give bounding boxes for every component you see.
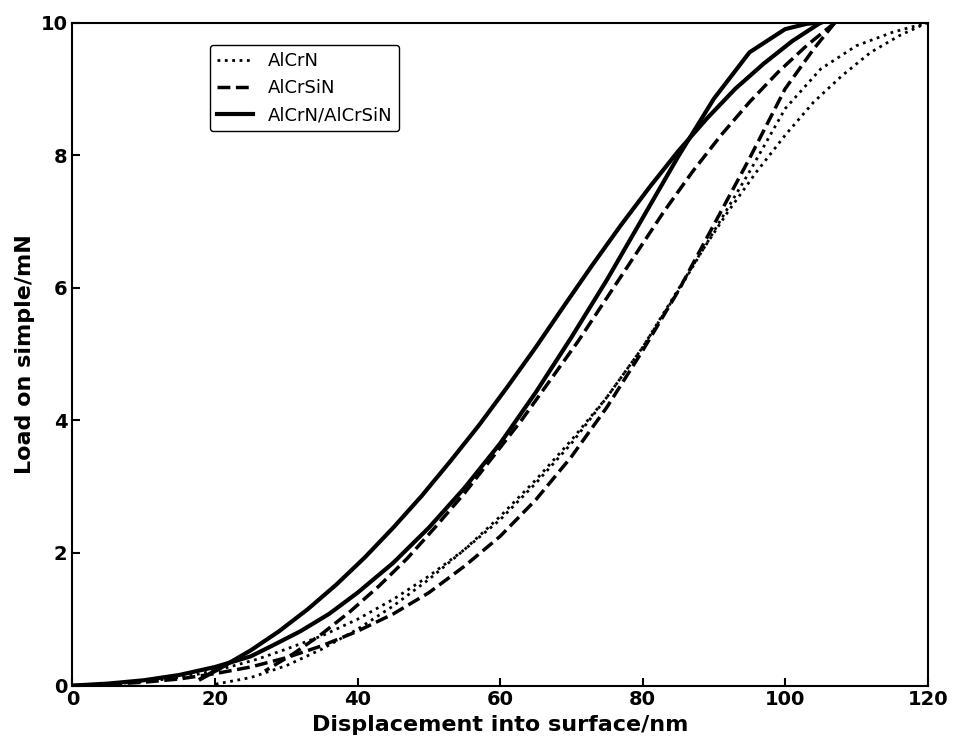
Y-axis label: Load on simple/mN: Load on simple/mN xyxy=(15,234,35,474)
Legend: AlCrN, AlCrSiN, AlCrN/AlCrSiN: AlCrN, AlCrSiN, AlCrN/AlCrSiN xyxy=(210,45,400,131)
X-axis label: Displacement into surface/nm: Displacement into surface/nm xyxy=(312,715,689,735)
